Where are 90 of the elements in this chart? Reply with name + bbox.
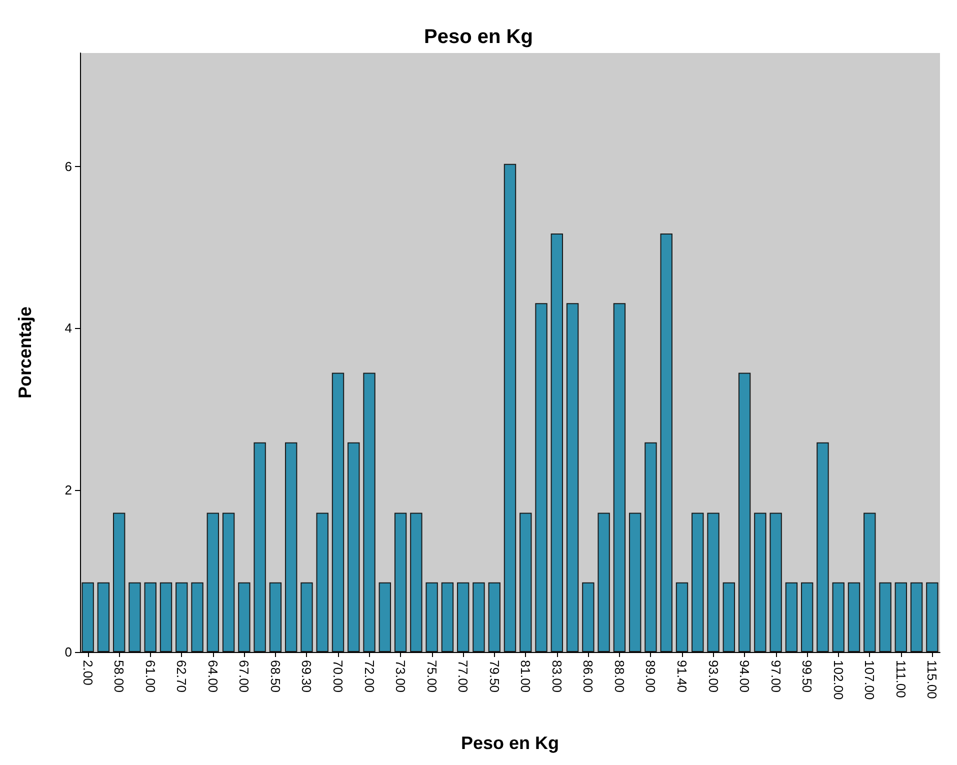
bar	[472, 582, 485, 652]
x-tick-label: 64.00	[205, 660, 220, 693]
bar	[394, 512, 407, 652]
x-tick-label: 97.00	[768, 660, 784, 693]
bar	[441, 582, 454, 652]
bar	[300, 582, 313, 652]
x-tick-label: 67.00	[236, 660, 252, 693]
x-tick-label: 62.70	[174, 660, 190, 693]
bar	[722, 582, 736, 652]
x-axis-title: Peso en Kg	[460, 733, 560, 753]
bar	[316, 512, 328, 652]
bar	[535, 303, 548, 652]
x-tick-label: 83.00	[549, 660, 564, 693]
x-tick-label: 77.00	[456, 660, 471, 693]
x-tick-label: 111.00	[893, 660, 908, 698]
y-tick-label: 6	[64, 158, 72, 174]
bar	[613, 303, 626, 652]
bar	[254, 442, 266, 652]
x-tick-label: 88.00	[612, 660, 627, 693]
bar	[848, 582, 860, 652]
bar	[738, 372, 751, 652]
x-tick-label: 93.00	[706, 660, 721, 693]
bar	[628, 512, 642, 652]
x-tick-label: 2.00	[80, 660, 96, 686]
bar	[504, 164, 516, 652]
bar	[332, 372, 344, 652]
x-tick-label: 91.40	[674, 660, 690, 693]
bar	[348, 442, 360, 652]
x-tick-label: 107.00	[862, 660, 878, 700]
bar	[269, 582, 282, 652]
bar	[864, 512, 876, 652]
bar	[926, 582, 938, 652]
bar	[879, 582, 892, 652]
x-tick-label: 72.00	[362, 660, 377, 693]
x-tick-label: 75.00	[424, 660, 440, 693]
bar	[144, 582, 156, 652]
bar	[644, 442, 657, 652]
bar	[660, 234, 672, 652]
bar	[410, 512, 422, 652]
x-tick-label: 69.30	[299, 660, 314, 693]
bar	[284, 442, 298, 652]
x-tick-label: 94.00	[737, 660, 752, 693]
bar	[520, 512, 532, 652]
bar	[206, 512, 220, 652]
bar	[692, 512, 704, 652]
bar	[238, 582, 250, 652]
bar	[754, 512, 766, 652]
bar	[176, 582, 188, 652]
bar	[191, 582, 204, 652]
bar	[128, 582, 141, 652]
x-tick-label: 99.50	[800, 660, 815, 693]
bar	[910, 582, 923, 652]
y-axis-title: Porcentaje	[15, 306, 35, 399]
x-tick-label: 102.00	[830, 660, 846, 700]
bar	[82, 582, 94, 652]
bar	[456, 582, 470, 652]
x-tick-label: 68.50	[268, 660, 283, 693]
x-tick-label: 86.00	[580, 660, 596, 693]
bar	[566, 303, 579, 652]
bar	[598, 512, 610, 652]
bar	[785, 582, 798, 652]
bar	[160, 582, 172, 652]
bar	[582, 582, 594, 652]
bar	[488, 582, 500, 652]
x-tick-label: 115.00	[924, 660, 940, 699]
bar	[800, 582, 814, 652]
bar	[112, 512, 126, 652]
bar	[426, 582, 438, 652]
bar	[676, 582, 688, 652]
chart-title: Peso en Kg	[424, 26, 533, 48]
y-tick-label: 0	[64, 644, 72, 660]
bar	[378, 582, 392, 652]
bar	[222, 512, 235, 652]
y-tick-label: 2	[64, 482, 72, 498]
bar	[363, 372, 376, 652]
bar	[770, 512, 782, 652]
bar	[707, 512, 720, 652]
x-tick-label: 89.00	[643, 660, 658, 693]
y-tick-label: 4	[64, 320, 72, 336]
bar	[97, 582, 110, 652]
x-tick-label: 70.00	[330, 660, 346, 693]
x-tick-label: 73.00	[393, 660, 408, 693]
bar	[894, 582, 908, 652]
x-tick-label: 61.00	[142, 660, 158, 693]
x-tick-label: 79.50	[486, 660, 502, 693]
bar	[816, 442, 829, 652]
bar	[832, 582, 844, 652]
bar	[550, 234, 564, 652]
x-tick-label: 81.00	[518, 660, 534, 693]
x-tick-label: 58.00	[112, 660, 127, 693]
